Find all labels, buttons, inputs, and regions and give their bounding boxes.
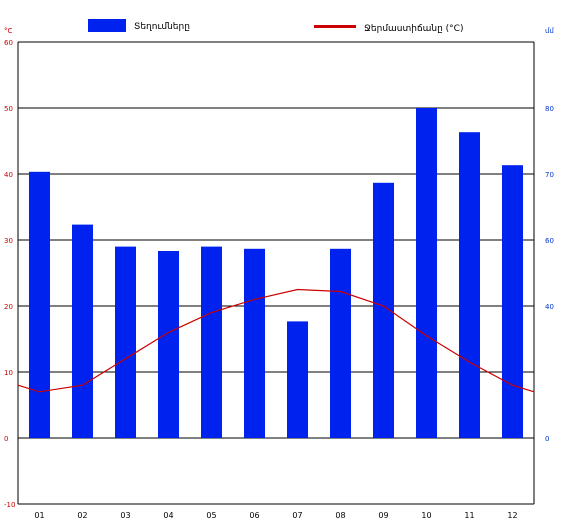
left-axis-unit: °C: [4, 27, 13, 35]
x-tick-label: 05: [206, 511, 216, 520]
bar-10: [416, 108, 437, 438]
x-tick-label: 07: [292, 511, 302, 520]
left-tick-label: 10: [4, 369, 13, 377]
bar-08: [330, 248, 351, 438]
temperature-line: [17, 288, 535, 393]
x-axis-ticks: 01 02 03 04 05 06 07 08 09 10 11 12: [34, 511, 517, 520]
bar-06: [244, 248, 265, 438]
bar-07: [287, 321, 308, 438]
left-tick-label: 0: [4, 435, 8, 443]
legend-line-swatch: [314, 25, 356, 28]
right-tick-label: 60: [545, 237, 554, 245]
axes: [17, 42, 535, 504]
grid: [18, 41, 534, 505]
left-axis-ticks: 60 50 40 30 20 10 0 -10: [4, 39, 15, 509]
right-tick-label: 80: [545, 105, 554, 113]
left-tick-label: 60: [4, 39, 13, 47]
bar-11: [459, 132, 480, 438]
precipitation-bars: [29, 108, 523, 439]
temperature-line-group: [17, 288, 535, 393]
left-tick-label: 50: [4, 105, 13, 113]
left-tick-label: 30: [4, 237, 13, 245]
right-tick-label: 70: [545, 171, 554, 179]
right-axis-unit: մմ: [545, 27, 554, 35]
bar-09: [373, 182, 394, 438]
legend-line-label: Ջերմաստիճանը (°C): [364, 24, 463, 34]
legend: Տեղումները Ջերմաստիճանը (°C): [88, 19, 463, 34]
x-tick-label: 09: [378, 511, 388, 520]
x-tick-label: 11: [464, 511, 474, 520]
left-tick-label: 20: [4, 303, 13, 311]
bar-02: [72, 224, 93, 438]
x-tick-label: 10: [421, 511, 431, 520]
x-tick-label: 08: [335, 511, 345, 520]
x-tick-label: 04: [163, 511, 173, 520]
left-tick-label: 40: [4, 171, 13, 179]
x-tick-label: 03: [120, 511, 130, 520]
x-tick-label: 01: [34, 511, 44, 520]
bar-03: [115, 246, 136, 438]
x-tick-label: 12: [507, 511, 517, 520]
bar-01: [29, 171, 50, 439]
right-axis-ticks: 80 70 60 40 0: [545, 105, 554, 443]
x-tick-label: 06: [249, 511, 259, 520]
x-tick-label: 02: [77, 511, 87, 520]
left-tick-label: -10: [4, 501, 15, 509]
right-tick-label: 40: [545, 303, 554, 311]
bar-04: [158, 251, 179, 438]
legend-bar-swatch: [88, 19, 126, 32]
legend-bar-label: Տեղումները: [134, 22, 190, 32]
right-tick-label: 0: [545, 435, 549, 443]
bar-12: [502, 165, 523, 438]
bar-05: [201, 246, 222, 438]
